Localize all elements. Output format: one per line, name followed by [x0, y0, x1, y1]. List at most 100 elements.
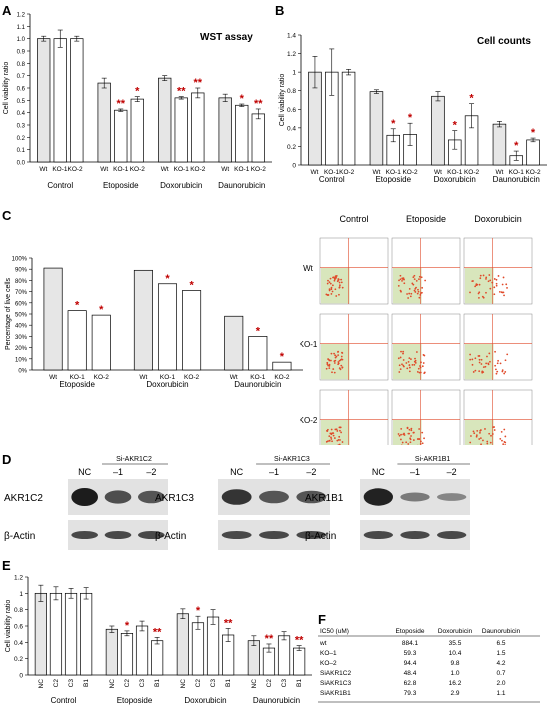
flow-plot	[391, 237, 461, 305]
table-cell: 59.3	[404, 650, 417, 657]
bar-label: KO-1	[447, 169, 463, 176]
flow-dot	[401, 277, 404, 280]
flow-dot	[504, 444, 507, 445]
flow-dot	[412, 439, 415, 441]
flow-dot	[479, 429, 482, 432]
flow-dot	[480, 363, 483, 365]
bar	[43, 267, 63, 371]
flow-dot	[417, 367, 420, 370]
bar	[248, 336, 268, 371]
flow-dot	[334, 275, 337, 278]
flow-dot	[402, 364, 405, 367]
flow-dot	[421, 442, 424, 445]
flow-dot	[330, 293, 333, 295]
bar	[53, 38, 67, 163]
y-tick-label: 0.3	[17, 124, 26, 130]
flow-dot	[399, 278, 402, 281]
flow-row-label: KO-2	[300, 416, 318, 425]
bar	[206, 616, 220, 676]
chart-c-live-cells: 0% 10% 20% 30% 40% 50% 60% 70% 80% 90% 100% Percent…	[5, 257, 303, 389]
flow-dot	[480, 443, 482, 445]
ic50-table: IC50 (uM) Etoposide Doxorubicin Daunorubici…	[318, 628, 540, 703]
bar-label: KO-1	[234, 166, 250, 173]
flow-dot	[423, 372, 426, 375]
panel-letter-b: B	[275, 3, 285, 18]
flow-dot	[399, 368, 402, 371]
flow-dot	[410, 429, 413, 432]
flow-dot	[478, 361, 481, 364]
flow-dot	[410, 292, 413, 295]
flow-dot	[398, 371, 401, 373]
bar	[157, 283, 178, 371]
flow-dot	[476, 429, 479, 432]
table-cell: 2.9	[450, 690, 459, 697]
bar	[34, 592, 47, 676]
flow-dot	[407, 297, 410, 299]
flow-dot	[415, 286, 417, 289]
table-cell: 2.0	[496, 680, 505, 687]
flow-dot	[412, 283, 415, 286]
significance-mark: **	[153, 626, 162, 638]
table-cell: 62.8	[404, 680, 417, 687]
flow-dot	[506, 353, 509, 356]
flow-dot	[332, 434, 335, 437]
flow-dot	[488, 274, 491, 276]
table-header: Daunorubicin	[482, 628, 521, 635]
bar-label: NC	[38, 679, 45, 689]
sirna-label: Si-AKR1B1	[415, 456, 451, 463]
flow-dot	[340, 278, 343, 281]
y-tick-label: 0.0	[17, 161, 26, 167]
flow-dot	[340, 355, 343, 358]
flow-dot	[486, 440, 489, 443]
bar	[67, 310, 87, 371]
flow-dot	[503, 294, 505, 297]
flow-dot	[478, 438, 481, 440]
flow-dot	[496, 362, 499, 365]
flow-dot	[471, 358, 474, 361]
flow-dot	[470, 435, 472, 437]
flow-dot	[411, 364, 414, 366]
flow-dot	[502, 291, 505, 294]
group-label: Doxorubicin	[146, 380, 188, 389]
flow-dot	[475, 435, 478, 438]
y-tick-label: 0.6	[17, 87, 26, 93]
bar-label: NC	[180, 679, 187, 689]
y-tick-label: 0.2	[17, 136, 26, 142]
bar-label: Wt	[434, 169, 442, 176]
flow-dot	[339, 429, 341, 432]
flow-dot	[331, 440, 333, 443]
flow-dot	[327, 440, 329, 443]
actin-band	[259, 531, 289, 539]
flow-dot	[489, 441, 492, 444]
panel-letter-d: D	[2, 452, 12, 467]
flow-dot	[469, 353, 472, 356]
flow-dot	[471, 280, 474, 283]
flow-dot	[336, 430, 339, 432]
table-cell: 94.4	[404, 660, 417, 667]
target-band	[259, 490, 289, 504]
table-cell: 48.4	[404, 670, 417, 677]
flow-dot	[407, 443, 410, 445]
flow-dot	[494, 364, 497, 367]
flow-dot	[333, 279, 336, 282]
flow-dot	[503, 372, 506, 375]
flow-dot	[419, 365, 421, 367]
significance-mark: *	[453, 120, 458, 132]
bar	[218, 97, 232, 163]
table-cell: wt	[319, 640, 327, 647]
flow-dot	[399, 356, 402, 359]
bar-label: KO-2	[251, 166, 267, 173]
lane-label: NC	[230, 467, 243, 477]
western-blots: Si-AKR1C2 NC –1 –2 AKR1C2 β-Actin Si-AKR1C3 NC –…	[4, 456, 470, 550]
table-cell: 35.5	[449, 640, 462, 647]
flow-dot	[406, 293, 408, 295]
flow-dot	[336, 280, 339, 283]
flow-dot	[493, 278, 496, 280]
flow-dot	[475, 434, 478, 437]
flow-dot	[501, 439, 503, 442]
flow-dot	[417, 288, 419, 291]
flow-dot	[478, 296, 480, 299]
chart-title: WST assay	[200, 32, 253, 43]
bar-label: Wt	[161, 166, 169, 173]
y-tick-label: 10%	[15, 357, 28, 363]
